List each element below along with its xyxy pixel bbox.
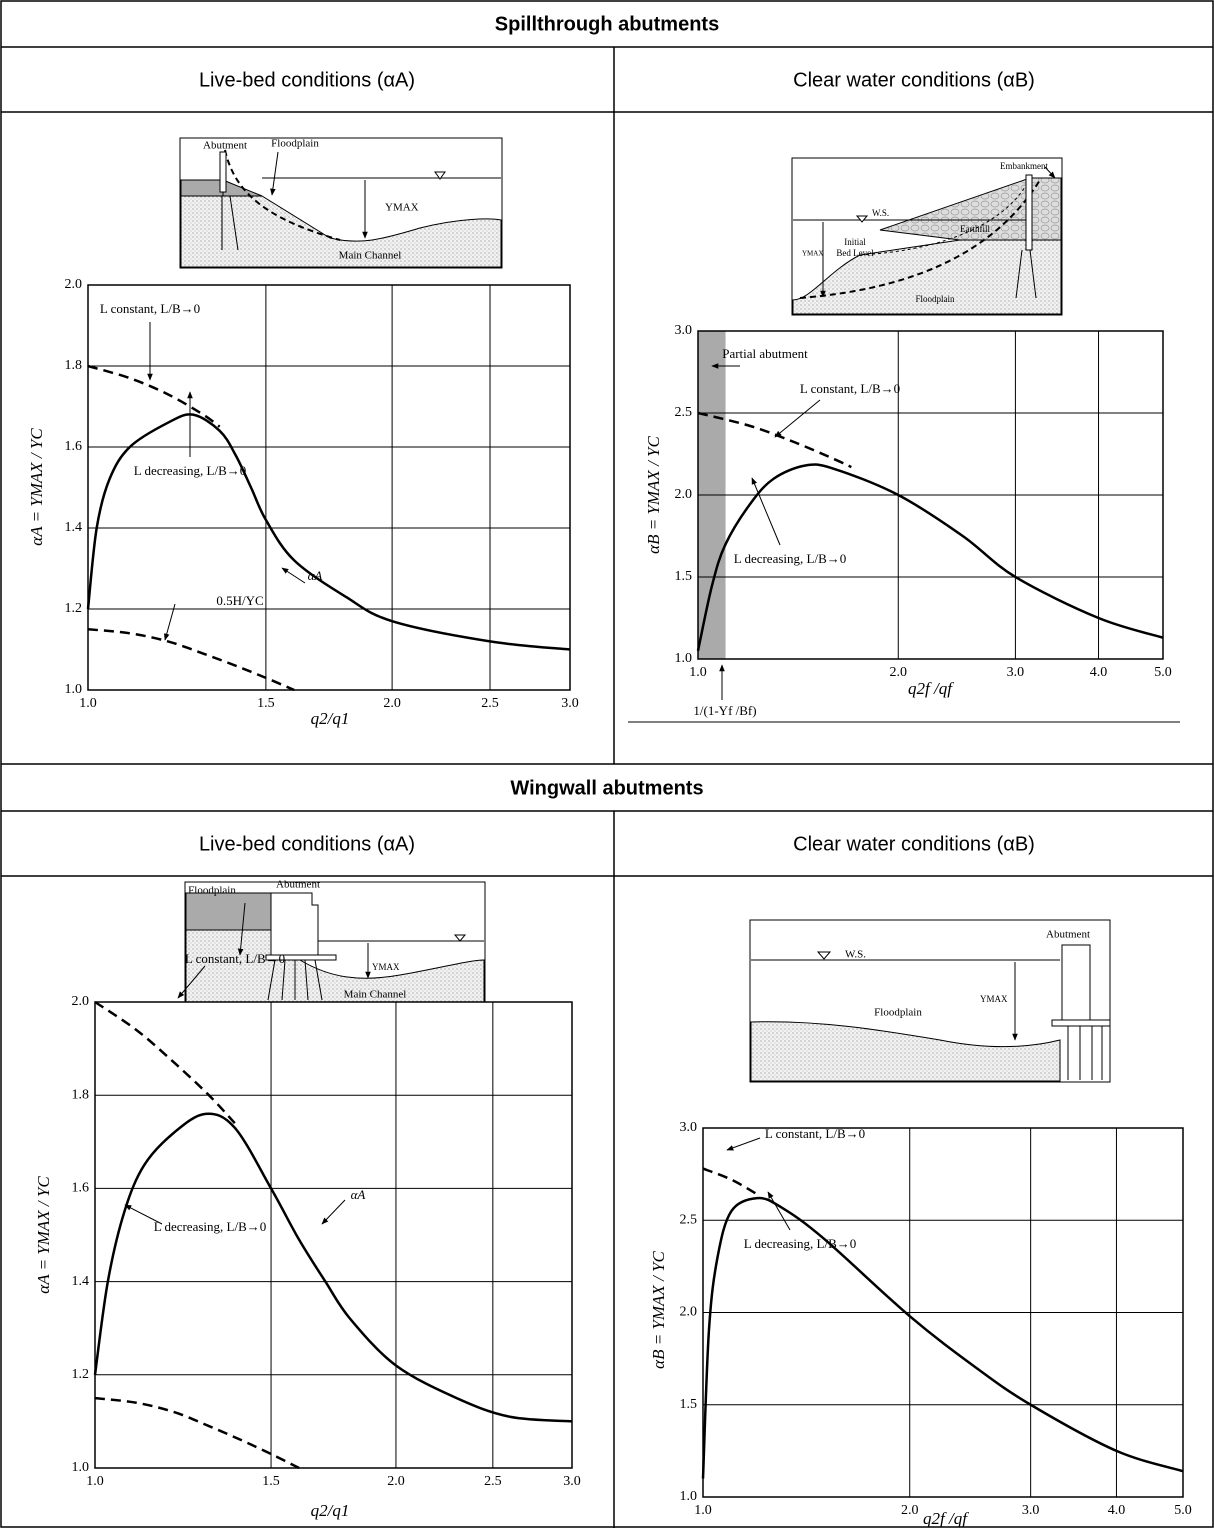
diagram	[792, 158, 1062, 315]
x-tick-label: 5.0	[1154, 665, 1172, 680]
section-title: Spillthrough abutments	[495, 13, 719, 35]
x-tick-label: 2.0	[387, 1474, 405, 1489]
diagram-label: Abutment	[203, 140, 247, 152]
curve-label: L constant, L/B→0	[185, 951, 285, 966]
plot-area	[88, 285, 570, 690]
curve-label: L constant, L/B→0	[765, 1126, 865, 1141]
diagram-label: Abutment	[276, 879, 320, 891]
y-tick-label: 1.6	[65, 439, 83, 454]
y-axis-label: αA = YMAX / YC	[27, 428, 46, 546]
y-tick-label: 1.6	[72, 1181, 90, 1196]
x-axis-label: q2/q1	[311, 1501, 350, 1520]
y-tick-label: 2.0	[72, 994, 90, 1009]
y-axis-label: αA = YMAX / YC	[34, 1176, 53, 1294]
x-tick-label: 2.5	[484, 1474, 502, 1489]
curve-label: L decreasing, L/B→0	[734, 551, 847, 566]
diagram	[180, 138, 502, 268]
annotation: αA	[351, 1187, 366, 1202]
diagram-label: Floodplain	[188, 885, 236, 897]
y-tick-label: 1.2	[65, 601, 83, 616]
x-tick-label: 3.0	[1007, 665, 1025, 680]
y-axis-label: αB = YMAX / YC	[644, 436, 663, 554]
annotation: αA	[308, 568, 323, 583]
x-tick-label: 1.0	[694, 1503, 712, 1518]
y-tick-label: 1.4	[65, 520, 83, 535]
x-tick-label: 2.0	[383, 696, 401, 711]
curve-label: L constant, L/B→0	[800, 381, 900, 396]
x-tick-label: 3.0	[1022, 1503, 1040, 1518]
y-axis-label: αB = YMAX / YC	[649, 1251, 668, 1369]
x-axis-label: q2f /qf	[923, 1509, 969, 1528]
x-tick-label: 2.0	[890, 665, 908, 680]
diagram-label: Floodplain	[874, 1007, 922, 1019]
y-tick-label: 1.4	[72, 1274, 90, 1289]
x-axis-label: q2/q1	[311, 709, 350, 728]
x-tick-label: 5.0	[1174, 1503, 1192, 1518]
diagram-label: YMAX	[385, 202, 419, 214]
x-tick-label: 1.5	[262, 1474, 280, 1489]
y-tick-label: 1.0	[680, 1489, 698, 1504]
x-tick-label: 1.0	[689, 665, 707, 680]
x-tick-label: 3.0	[563, 1474, 581, 1489]
y-tick-label: 1.8	[65, 358, 83, 373]
x-tick-label: 4.0	[1108, 1503, 1126, 1518]
x-axis-label: q2f /qf	[908, 679, 954, 698]
x-tick-label: 1.0	[79, 696, 97, 711]
x-tick-label: 3.0	[561, 696, 579, 711]
x-tick-label: 2.0	[901, 1503, 919, 1518]
y-tick-label: 1.5	[675, 569, 693, 584]
column-heading: Live-bed conditions (αA)	[199, 69, 415, 91]
diagram-label: W.S.	[872, 208, 889, 218]
y-tick-label: 1.0	[675, 651, 693, 666]
diagram-label: Bed Level	[836, 248, 874, 258]
section-title: Wingwall abutments	[510, 777, 703, 799]
column-heading: Clear water conditions (αB)	[793, 833, 1035, 855]
y-tick-label: 2.0	[680, 1305, 698, 1320]
diagram-label: Floodplain	[271, 138, 319, 150]
column-heading: Clear water conditions (αB)	[793, 69, 1035, 91]
curve-label: 0.5H/YC	[216, 593, 263, 608]
diagram-label: YMAX	[802, 250, 823, 258]
y-tick-label: 3.0	[675, 323, 693, 338]
diagram-label: YMAX	[372, 962, 400, 972]
annotation: 1/(1-Yf /Bf)	[693, 703, 756, 718]
y-tick-label: 1.2	[72, 1367, 90, 1382]
diagram-label: Main Channel	[344, 989, 407, 1001]
diagram-label: Embankment	[1000, 161, 1048, 171]
diagram	[750, 920, 1110, 1082]
y-tick-label: 2.5	[680, 1212, 698, 1227]
curve-label: L decreasing, L/B→0	[154, 1219, 267, 1234]
diagram	[185, 882, 485, 1006]
column-heading: Live-bed conditions (αA)	[199, 833, 415, 855]
annotation: Partial abutment	[722, 346, 808, 361]
x-tick-label: 4.0	[1090, 665, 1108, 680]
diagram-label: Abutment	[1046, 929, 1090, 941]
curve-label: L decreasing, L/B→0	[134, 463, 247, 478]
diagram-label: Main Channel	[339, 250, 402, 262]
diagram-label: W.S.	[845, 949, 866, 961]
y-tick-label: 1.0	[65, 682, 83, 697]
diagram-label: Earthfill	[960, 224, 990, 234]
y-tick-label: 1.5	[680, 1397, 698, 1412]
diagram-label: Initial	[844, 237, 866, 247]
x-tick-label: 1.0	[86, 1474, 104, 1489]
curve-label: L constant, L/B→0	[100, 301, 200, 316]
x-tick-label: 1.5	[257, 696, 275, 711]
plot-area	[95, 1002, 572, 1468]
y-tick-label: 1.0	[72, 1460, 90, 1475]
diagram-label: YMAX	[980, 994, 1008, 1004]
y-tick-label: 3.0	[680, 1120, 698, 1135]
y-tick-label: 2.5	[675, 405, 693, 420]
y-tick-label: 2.0	[65, 277, 83, 292]
y-tick-label: 1.8	[72, 1087, 90, 1102]
x-tick-label: 2.5	[481, 696, 499, 711]
diagram-label: Floodplain	[915, 294, 955, 304]
y-tick-label: 2.0	[675, 487, 693, 502]
curve-label: L decreasing, L/B→0	[744, 1236, 857, 1251]
page: Spillthrough abutments Live-bed conditio…	[0, 0, 1214, 1528]
